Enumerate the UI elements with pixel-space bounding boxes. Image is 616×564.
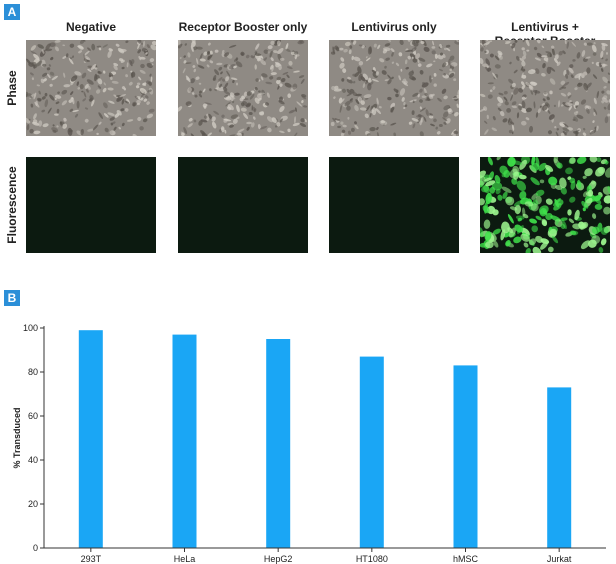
phase-image-lentivirus-plus-receptor-booster (480, 40, 610, 136)
phase-image-receptor-booster-only (178, 40, 308, 136)
fluorescence-image-lentivirus-plus-receptor-booster (480, 157, 610, 253)
bar-hepg2 (266, 339, 291, 548)
x-tick-label-hepg2: HepG2 (264, 554, 293, 564)
x-tick-label-jurkat: Jurkat (547, 554, 572, 564)
y-tick-label-60: 60 (28, 411, 38, 421)
x-tick-label-ht1080: HT1080 (356, 554, 388, 564)
panel-a-badge: A (4, 4, 20, 20)
phase-image-lentivirus-only (329, 40, 459, 136)
bar-293t (78, 330, 103, 548)
bar-jurkat (547, 387, 572, 548)
row-label-fluorescence: Fluorescence (5, 166, 19, 244)
y-tick-label-0: 0 (33, 543, 38, 553)
y-tick-label-20: 20 (28, 499, 38, 509)
x-tick-label-hmsc: hMSC (453, 554, 479, 564)
phase-image-negative (26, 40, 156, 136)
y-tick-label-80: 80 (28, 367, 38, 377)
bar-hmsc (453, 365, 478, 548)
bar-ht1080 (359, 356, 384, 548)
bar-hela (172, 334, 197, 548)
fluorescence-image-lentivirus-only (329, 157, 459, 253)
y-tick-label-40: 40 (28, 455, 38, 465)
fluorescence-image-receptor-booster-only (178, 157, 308, 253)
y-tick-label-100: 100 (23, 323, 38, 333)
y-axis-label: % Transduced (12, 407, 22, 468)
column-title-lentivirus-only: Lentivirus only (351, 20, 437, 34)
row-label-phase: Phase (5, 70, 19, 106)
column-title-negative: Negative (65, 20, 117, 34)
panel-b-badge: B (4, 290, 20, 306)
fluorescence-image-negative (26, 157, 156, 253)
column-title-receptor-booster-only: Receptor Booster only (178, 20, 308, 34)
x-tick-label-hela: HeLa (174, 554, 196, 564)
x-tick-label-293t: 293T (81, 554, 102, 564)
